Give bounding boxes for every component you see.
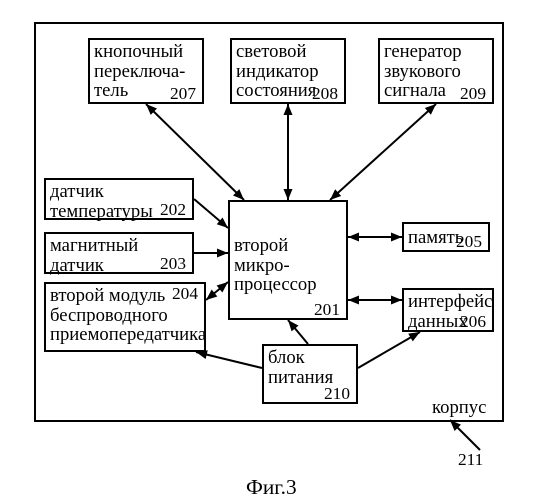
figure-caption: Фиг.3 (246, 476, 297, 498)
node-indicator-number: 208 (312, 84, 338, 104)
node-mag-sensor-number: 203 (160, 254, 186, 274)
node-sound-number: 209 (460, 84, 486, 104)
node-switch-number: 207 (170, 84, 196, 104)
node-temp-sensor-label: датчик температуры (50, 182, 153, 221)
node-memory-number: 205 (456, 232, 482, 252)
node-power-label: блок питания (268, 348, 333, 387)
enclosure-number: 211 (458, 450, 483, 470)
diagram-stage: корпус 211 второй микро- процессор 201 д… (0, 0, 533, 500)
node-data-interface-number: 206 (460, 312, 486, 332)
node-temp-sensor-number: 202 (160, 200, 186, 220)
enclosure-label: корпус (432, 398, 486, 418)
node-microprocessor-number: 201 (314, 300, 340, 320)
node-transceiver-number: 204 (172, 284, 198, 304)
node-power-number: 210 (324, 384, 350, 404)
node-indicator-label: световой индикатор состояния (236, 42, 319, 101)
node-microprocessor-label: второй микро- процессор (234, 236, 317, 295)
node-sound-label: генератор звукового сигнала (384, 42, 462, 101)
node-mag-sensor-label: магнитный датчик (50, 236, 138, 275)
